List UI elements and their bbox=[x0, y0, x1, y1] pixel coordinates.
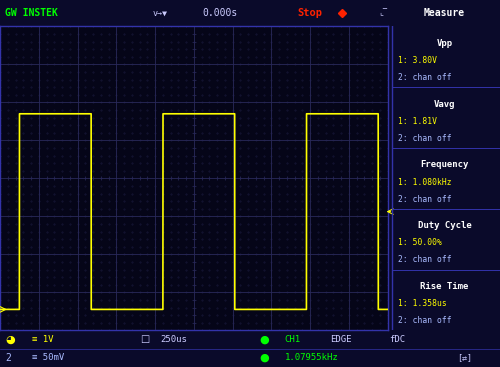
Text: Vpp: Vpp bbox=[436, 39, 452, 48]
Text: [⇄]: [⇄] bbox=[457, 353, 472, 362]
Text: 250us: 250us bbox=[160, 335, 186, 344]
Text: Measure: Measure bbox=[424, 8, 465, 18]
Text: 2: chan off: 2: chan off bbox=[398, 316, 452, 325]
Text: 1: 3.80V: 1: 3.80V bbox=[398, 56, 437, 65]
Text: 1.07955kHz: 1.07955kHz bbox=[284, 353, 339, 362]
Text: □: □ bbox=[140, 334, 149, 345]
Text: 2: chan off: 2: chan off bbox=[398, 195, 452, 204]
Text: 1: 50.00%: 1: 50.00% bbox=[398, 238, 442, 247]
Text: 0.000s: 0.000s bbox=[202, 8, 237, 18]
Text: GW INSTEK: GW INSTEK bbox=[5, 8, 58, 18]
Text: Rise Time: Rise Time bbox=[420, 282, 469, 291]
Text: ≡ 50mV: ≡ 50mV bbox=[32, 353, 64, 362]
Text: CH1: CH1 bbox=[284, 335, 301, 344]
Text: EDGE: EDGE bbox=[330, 335, 351, 344]
Text: Vavg: Vavg bbox=[434, 100, 455, 109]
Text: ≡ 1V: ≡ 1V bbox=[32, 335, 54, 344]
Text: Duty Cycle: Duty Cycle bbox=[418, 221, 472, 230]
Text: 2: chan off: 2: chan off bbox=[398, 134, 452, 143]
Text: fDC: fDC bbox=[390, 335, 406, 344]
Text: 1: 1.080kHz: 1: 1.080kHz bbox=[398, 178, 452, 186]
Text: ●: ● bbox=[260, 334, 270, 345]
Text: 2: chan off: 2: chan off bbox=[398, 73, 452, 82]
Text: 1: 1.81V: 1: 1.81V bbox=[398, 117, 437, 126]
Text: Frequency: Frequency bbox=[420, 160, 469, 170]
Text: 1: 1.358us: 1: 1.358us bbox=[398, 299, 446, 308]
Text: ◕: ◕ bbox=[5, 334, 15, 345]
Text: 2: 2 bbox=[5, 353, 11, 363]
Text: Stop: Stop bbox=[297, 8, 322, 18]
Text: 2: chan off: 2: chan off bbox=[398, 255, 452, 264]
Text: v→▼: v→▼ bbox=[152, 9, 168, 18]
Text: ●: ● bbox=[260, 353, 270, 363]
Text: ⌞‾: ⌞‾ bbox=[380, 9, 388, 18]
